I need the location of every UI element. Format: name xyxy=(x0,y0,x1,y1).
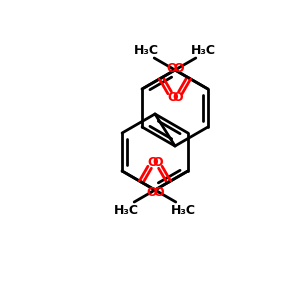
Text: H₃C: H₃C xyxy=(134,44,159,56)
Text: O: O xyxy=(152,156,163,169)
Text: O: O xyxy=(167,92,178,104)
Text: O: O xyxy=(153,185,164,199)
Text: H₃C: H₃C xyxy=(191,44,216,56)
Text: O: O xyxy=(146,185,157,199)
Text: O: O xyxy=(173,61,184,74)
Text: H₃C: H₃C xyxy=(171,203,196,217)
Text: O: O xyxy=(172,92,183,104)
Text: H₃C: H₃C xyxy=(114,203,139,217)
Text: O: O xyxy=(147,156,158,169)
Text: O: O xyxy=(166,61,177,74)
